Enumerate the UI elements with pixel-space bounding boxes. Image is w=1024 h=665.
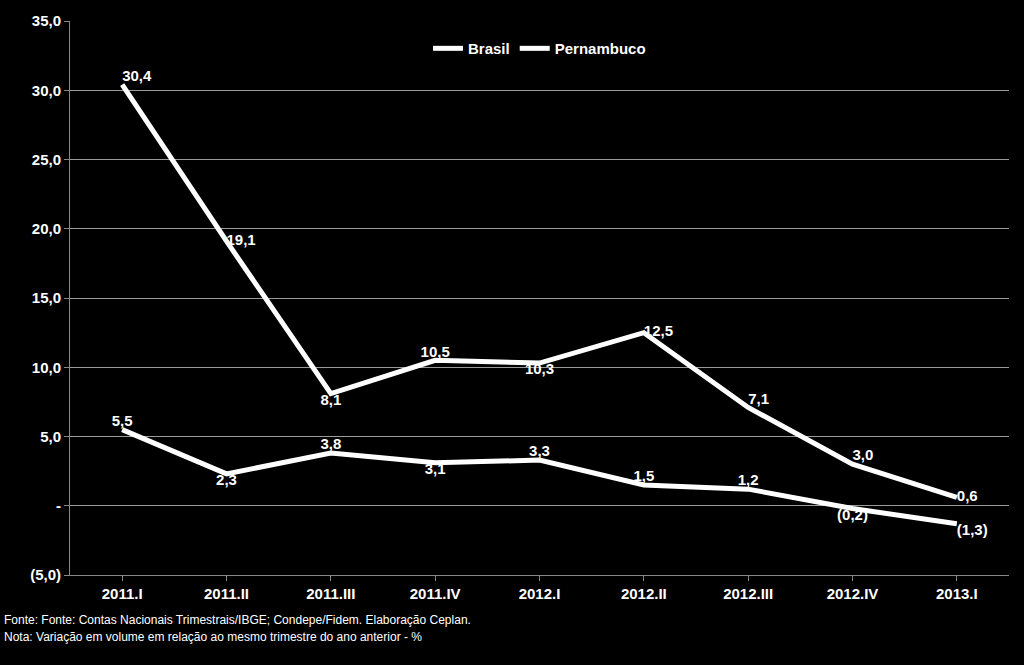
- svg-text:Brasil: Brasil: [468, 40, 510, 57]
- svg-text:1,2: 1,2: [738, 471, 759, 488]
- svg-text:20,0: 20,0: [32, 220, 61, 237]
- svg-text:10,0: 10,0: [32, 359, 61, 376]
- svg-text:10,5: 10,5: [421, 343, 450, 360]
- svg-text:Nota: Variação em volume em re: Nota: Variação em volume em relação ao m…: [4, 630, 422, 644]
- svg-text:2012.I: 2012.I: [519, 585, 561, 602]
- svg-text:15,0: 15,0: [32, 289, 61, 306]
- svg-text:35,0: 35,0: [32, 12, 61, 29]
- svg-text:2012.III: 2012.III: [723, 585, 773, 602]
- svg-text:3,1: 3,1: [425, 460, 446, 477]
- svg-text:7,1: 7,1: [748, 390, 769, 407]
- svg-text:2013.I: 2013.I: [936, 585, 978, 602]
- svg-text:2011.IV: 2011.IV: [410, 585, 461, 602]
- svg-text:2,3: 2,3: [216, 471, 237, 488]
- svg-text:(1,3): (1,3): [957, 521, 988, 538]
- svg-text:Pernambuco: Pernambuco: [555, 40, 646, 57]
- svg-text:30,4: 30,4: [122, 67, 152, 84]
- svg-text:19,1: 19,1: [227, 231, 256, 248]
- svg-text:5,5: 5,5: [112, 412, 133, 429]
- svg-text:2012.II: 2012.II: [621, 585, 667, 602]
- svg-text:25,0: 25,0: [32, 151, 61, 168]
- svg-text:3,0: 3,0: [853, 446, 874, 463]
- svg-text:(0,2): (0,2): [837, 506, 868, 523]
- svg-text:Fonte: Fonte: Contas Nacionais: Fonte: Fonte: Contas Nacionais Trimestra…: [4, 613, 471, 627]
- svg-text:2012.IV: 2012.IV: [827, 585, 879, 602]
- svg-text:10,3: 10,3: [525, 360, 554, 377]
- svg-text:2011.I: 2011.I: [102, 585, 143, 602]
- svg-text:0,6: 0,6: [957, 487, 978, 504]
- svg-text:12,5: 12,5: [644, 322, 673, 339]
- svg-text:3,3: 3,3: [529, 442, 550, 459]
- svg-text:2011.III: 2011.III: [306, 585, 355, 602]
- svg-text:5,0: 5,0: [40, 428, 61, 445]
- svg-text:(5,0): (5,0): [30, 566, 61, 583]
- svg-text:30,0: 30,0: [32, 82, 61, 99]
- svg-text:2011.II: 2011.II: [204, 585, 249, 602]
- svg-text:3,8: 3,8: [320, 435, 341, 452]
- svg-text:8,1: 8,1: [320, 391, 341, 408]
- svg-text:-: -: [56, 497, 61, 514]
- svg-text:1,5: 1,5: [633, 467, 654, 484]
